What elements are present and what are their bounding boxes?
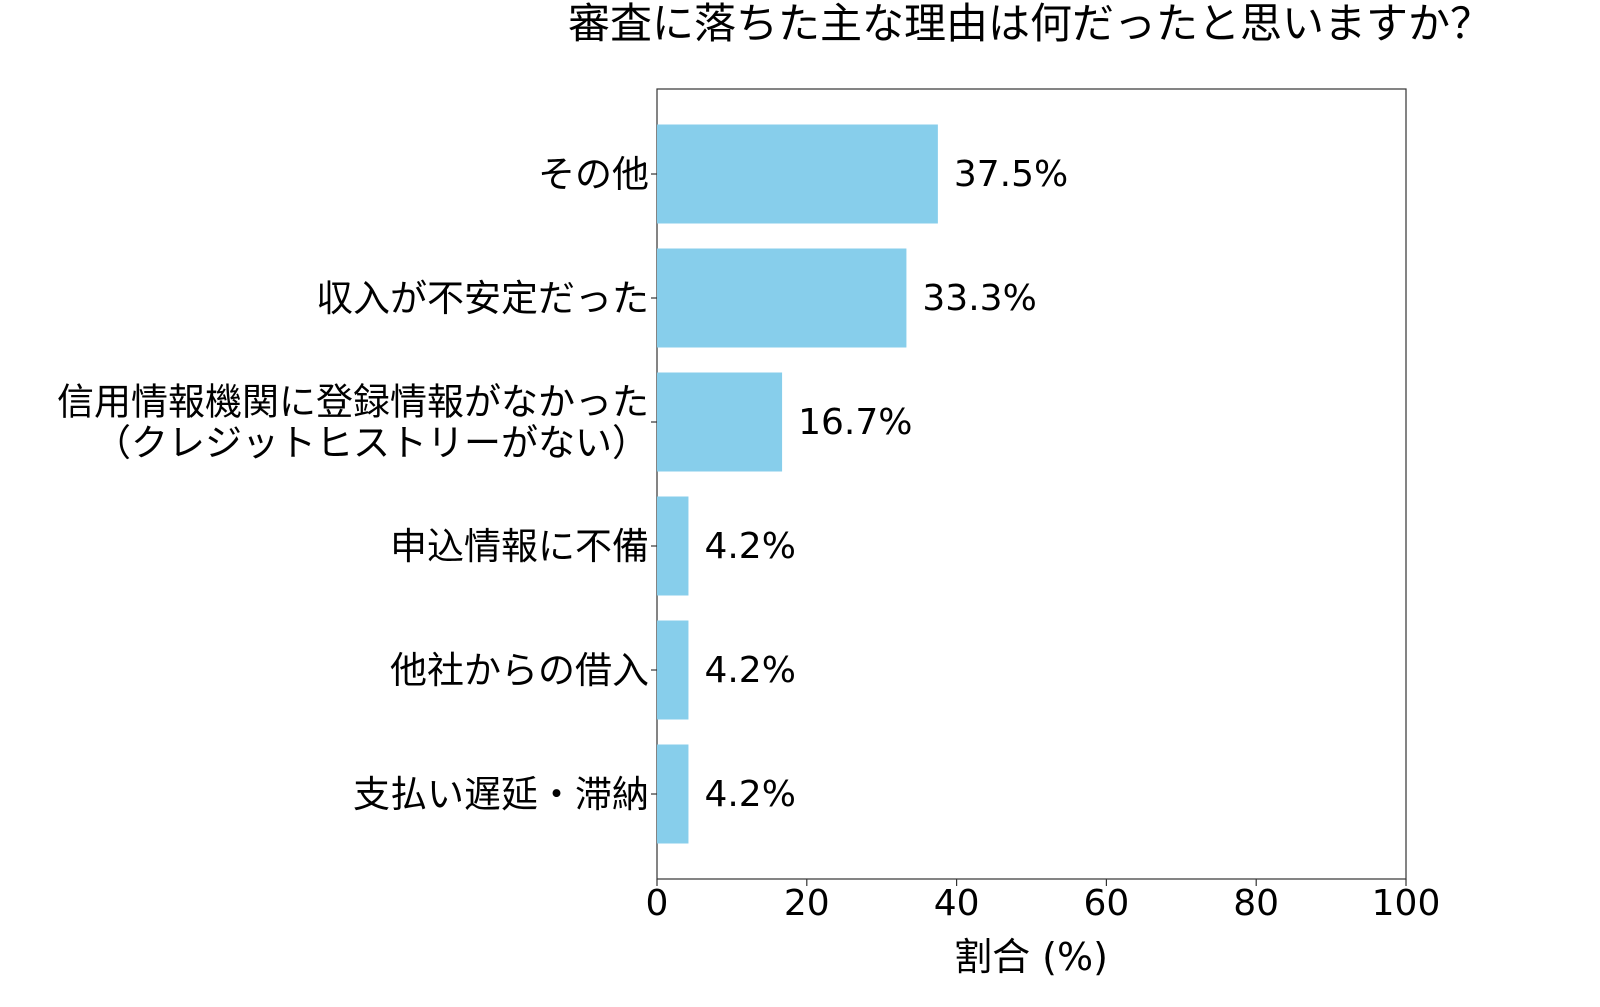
category-label: 支払い遅延・滞納 (353, 773, 649, 816)
category-label: 申込情報に不備 (390, 525, 649, 568)
x-axis-label: 割合 (%) (954, 935, 1108, 979)
value-label: 33.3% (922, 278, 1036, 319)
bar (657, 744, 689, 844)
bar (657, 620, 689, 720)
chart-title: 審査に落ちた主な理由は何だったと思いますか？ (568, 0, 1492, 48)
value-label: 4.2% (704, 526, 795, 567)
category-label: 他社からの借入 (390, 649, 649, 692)
x-tick-label: 20 (784, 883, 830, 924)
x-tick-label: 40 (934, 883, 980, 924)
category-label: 信用情報機関に登録情報がなかった (57, 381, 649, 424)
x-tick-label: 100 (1372, 883, 1441, 924)
x-tick-label: 80 (1233, 883, 1279, 924)
value-label: 4.2% (704, 774, 795, 815)
value-label: 16.7% (798, 402, 912, 443)
category-labels-group: その他収入が不安定だった信用情報機関に登録情報がなかった（クレジットヒストリーが… (57, 153, 649, 816)
bar (657, 372, 783, 472)
value-labels-group: 37.5% 33.3% 16.7% 4.2% 4.2% 4.2% (704, 154, 1068, 815)
category-label: 収入が不安定だった (316, 277, 649, 320)
value-label: 4.2% (704, 650, 795, 691)
bars-group (657, 124, 938, 844)
value-label: 37.5% (954, 154, 1068, 195)
x-axis: 0 20 40 60 80 100 (646, 173, 1441, 924)
plot-area-frame (656, 88, 1407, 880)
x-tick-label: 0 (646, 883, 669, 924)
bar (657, 248, 907, 348)
bar (657, 124, 938, 224)
x-tick-label: 60 (1083, 883, 1129, 924)
bar (657, 496, 689, 596)
category-label: （クレジットヒストリーがない） (94, 422, 649, 465)
category-label: その他 (538, 153, 649, 196)
